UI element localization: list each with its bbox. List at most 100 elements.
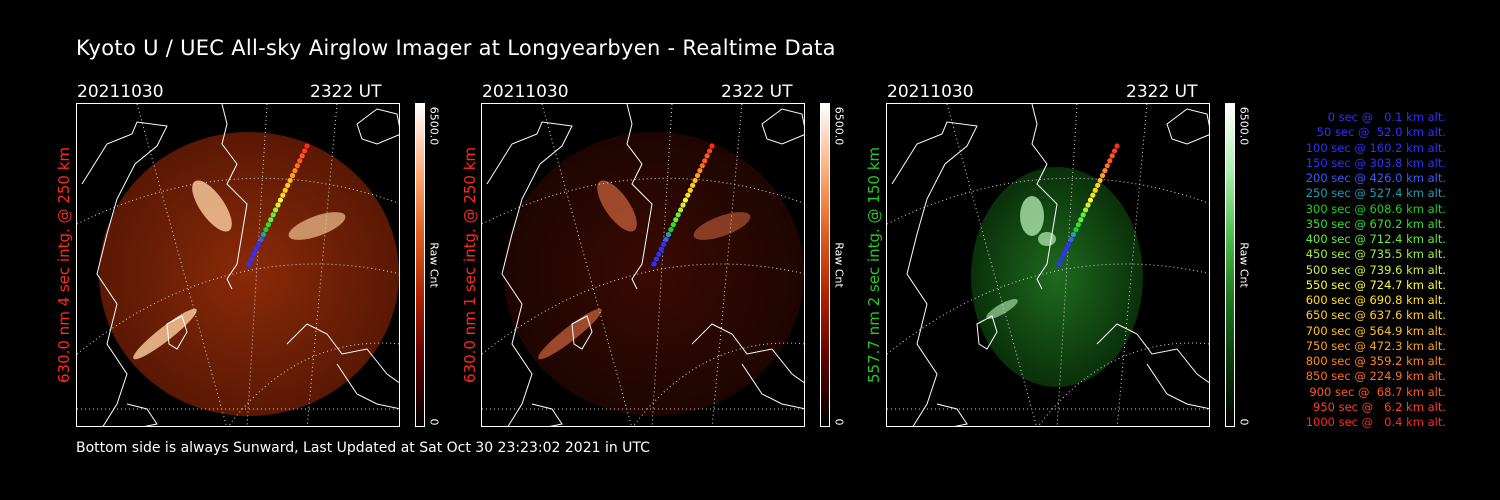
panel-3-time: 2322 UT [1126,82,1198,102]
trajectory-dot [663,236,669,243]
panel-2-colorbar-min: 0 [832,418,846,426]
trajectory-dot [1080,212,1086,218]
latitude-circle [227,342,399,426]
trajectory-dot [1070,231,1077,238]
trajectory-dot [677,207,684,213]
trajectory-dot [675,212,681,218]
coastline [571,315,593,350]
trajectory-dot [697,167,703,174]
trajectory-dot [709,143,715,149]
aurora-patch [1020,196,1044,236]
legend-row: 350 sec @ 670.2 km alt. [1305,216,1446,231]
trajectory-dot [692,177,698,184]
trajectory-dot [1109,153,1115,159]
panel-1-map-svg [77,104,399,426]
trajectory-dot [1066,241,1072,247]
trajectory-dot [1085,202,1091,208]
trajectory-dot [256,241,262,247]
panel-1-date: 20211030 [77,82,164,102]
legend-row: 300 sec @ 608.6 km alt. [1305,201,1446,216]
coastline [286,323,399,384]
panel-2-date: 20211030 [482,82,569,102]
legend-row: 0 sec @ 0.1 km alt. [1327,110,1446,124]
latitude-circle [482,177,804,225]
trajectory-dot [668,226,674,233]
latitude-circle [887,177,1209,225]
panel-1-colorbar-min: 0 [427,418,441,426]
trajectory-dot [1063,246,1069,252]
panel-3-colorbar-max: 6500.0 [1237,106,1251,146]
coastline [1166,108,1209,145]
trajectory-dot [1107,158,1113,164]
panel-1-allsky-image [76,103,400,427]
trajectory-dot [260,231,267,238]
trajectory-dot [297,158,303,164]
coastline [691,323,804,384]
trajectory-dot [289,172,296,179]
legend-row: 900 sec @ 68.7 km alt. [1309,384,1446,399]
legend-row: 250 sec @ 527.4 km alt. [1305,186,1446,201]
panel-2-allsky-image [481,103,805,427]
trajectory-dot [656,251,662,257]
meridian-line [136,104,227,426]
trajectory-dot [265,222,271,228]
airglow-disk [99,132,399,416]
trajectory-dot [1058,256,1065,262]
trajectory-dot [1104,163,1110,169]
footer-status: Bottom side is always Sunward, Last Upda… [76,440,650,456]
legend-row: 800 sec @ 359.2 km alt. [1305,354,1446,368]
trajectory-dot [706,148,713,154]
trajectory-dot [272,207,279,213]
trajectory-dot [287,177,293,184]
trajectory-dot [1090,192,1096,198]
coastline [81,121,168,426]
panel-1-colorbar-unit: Raw Cnt [427,242,441,288]
aurora-patch [192,180,232,232]
coastline [1146,363,1209,410]
trajectory-dot [680,202,686,208]
trajectory-dot [1082,207,1089,213]
airglow-disk [971,167,1143,387]
trajectory-dot [653,256,660,262]
panel-3-colorbar [1225,103,1235,427]
trajectory-dot [304,143,310,149]
trajectory-dot [673,217,679,223]
aurora-patch [986,299,1018,319]
trajectory-dot [1111,148,1118,154]
trajectory-dot [1097,177,1103,184]
trajectory-dot [694,172,701,179]
trajectory-dot [661,241,667,247]
coastline [761,108,804,145]
trajectory-dot [277,197,284,203]
trajectory-dot [685,192,691,198]
trajectory-dot [670,222,676,228]
trajectory-dot [248,256,255,262]
panel-1-colorbar [415,103,425,427]
coastline [1096,323,1209,384]
legend-row: 650 sec @ 637.6 km alt. [1305,308,1446,323]
legend-row: 450 sec @ 735.5 km alt. [1305,247,1446,262]
trajectory-dot [263,226,269,233]
trajectory-dot [1092,187,1098,193]
aurora-patch [1038,232,1056,246]
meridian-line [946,104,1037,426]
coastline [936,403,968,426]
aurora-patch [133,308,197,360]
trajectory-dot [301,148,308,154]
trajectory-dot [682,197,689,203]
legend-row: 100 sec @ 160.2 km alt. [1305,140,1446,155]
meridian-line [541,104,632,426]
trajectory-dot [1061,251,1067,257]
legend-row: 600 sec @ 690.8 km alt. [1305,293,1446,307]
trajectory-dot [658,246,664,252]
legend-row: 950 sec @ 6.2 km alt. [1313,399,1446,414]
panel-2-colorbar-max: 6500.0 [832,106,846,146]
panel-3-colorbar-unit: Raw Cnt [1237,242,1251,288]
trajectory-dot [280,192,286,198]
legend-row: 700 sec @ 564.9 km alt. [1305,323,1446,338]
aurora-patch [597,180,637,232]
trajectory-dot [292,167,298,174]
trajectory-dot [1102,167,1108,174]
coastline [486,121,573,426]
trajectory-dot [651,261,657,267]
